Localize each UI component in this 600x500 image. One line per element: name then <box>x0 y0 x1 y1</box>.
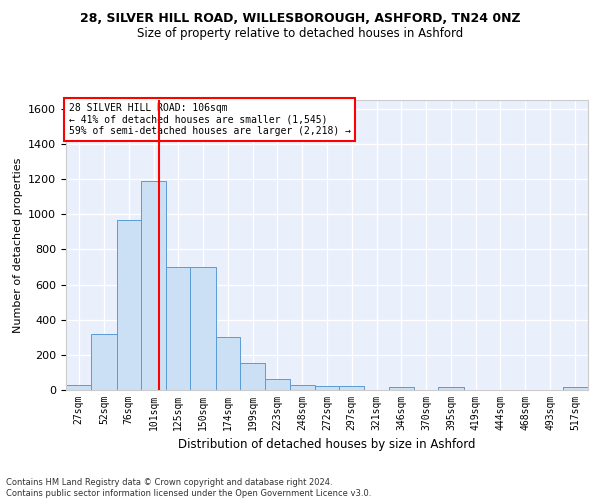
Bar <box>389 388 414 390</box>
Bar <box>265 378 290 390</box>
Bar <box>315 386 339 390</box>
Text: Contains HM Land Registry data © Crown copyright and database right 2024.
Contai: Contains HM Land Registry data © Crown c… <box>6 478 371 498</box>
Bar <box>166 267 190 390</box>
Bar <box>116 220 141 390</box>
Bar <box>91 334 116 390</box>
Y-axis label: Number of detached properties: Number of detached properties <box>13 158 23 332</box>
Bar <box>216 338 240 390</box>
Bar <box>563 388 588 390</box>
Bar <box>240 363 265 390</box>
Text: 28, SILVER HILL ROAD, WILLESBOROUGH, ASHFORD, TN24 0NZ: 28, SILVER HILL ROAD, WILLESBOROUGH, ASH… <box>80 12 520 26</box>
X-axis label: Distribution of detached houses by size in Ashford: Distribution of detached houses by size … <box>178 438 476 452</box>
Bar <box>290 384 315 390</box>
Text: 28 SILVER HILL ROAD: 106sqm
← 41% of detached houses are smaller (1,545)
59% of : 28 SILVER HILL ROAD: 106sqm ← 41% of det… <box>68 103 350 136</box>
Bar <box>339 386 364 390</box>
Bar <box>141 181 166 390</box>
Bar <box>190 267 216 390</box>
Bar <box>438 388 464 390</box>
Text: Size of property relative to detached houses in Ashford: Size of property relative to detached ho… <box>137 28 463 40</box>
Bar <box>66 384 91 390</box>
